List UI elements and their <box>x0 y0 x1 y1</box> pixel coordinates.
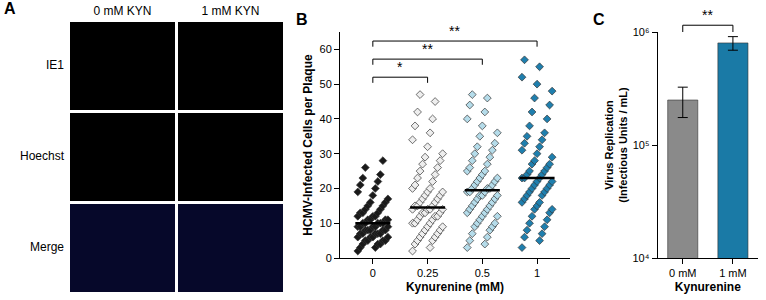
html-text:A: A <box>4 0 16 17</box>
svg-text:*: * <box>397 59 403 75</box>
html-text:IE1: IE1 <box>46 58 64 72</box>
svg-text:10⁵: 10⁵ <box>633 139 650 151</box>
svg-text:0 mM: 0 mM <box>669 267 697 279</box>
svg-text:50: 50 <box>320 78 332 90</box>
svg-text:1 mM: 1 mM <box>719 267 747 279</box>
svg-text:0: 0 <box>326 252 332 264</box>
svg-text:**: ** <box>449 23 460 39</box>
svg-text:10⁴: 10⁴ <box>633 252 650 264</box>
svg-text:60: 60 <box>320 43 332 55</box>
svg-text:Kynurenine: Kynurenine <box>675 280 741 294</box>
svg-text:0.25: 0.25 <box>417 267 438 279</box>
svg-text:Virus Replication(Infectious U: Virus Replication(Infectious Units / mL) <box>603 87 629 203</box>
svg-text:30: 30 <box>320 148 332 160</box>
html-text:0 mM KYN: 0 mM KYN <box>93 4 152 18</box>
svg-text:0.5: 0.5 <box>475 267 490 279</box>
svg-text:Kynurenine (mM): Kynurenine (mM) <box>406 280 504 294</box>
svg-text:B: B <box>296 11 308 28</box>
svg-text:**: ** <box>702 7 713 23</box>
svg-text:10⁶: 10⁶ <box>633 26 650 38</box>
html-text:Hoechst: Hoechst <box>20 149 64 163</box>
svg-text:20: 20 <box>320 182 332 194</box>
svg-text:40: 40 <box>320 113 332 125</box>
svg-text:HCMV-Infected Cells per Plaque: HCMV-Infected Cells per Plaque <box>301 54 315 236</box>
svg-text:C: C <box>593 11 605 28</box>
svg-text:0: 0 <box>370 267 376 279</box>
html-text:1 mM KYN: 1 mM KYN <box>201 4 260 18</box>
svg-text:**: ** <box>422 41 433 57</box>
html-text:Merge: Merge <box>30 240 64 254</box>
svg-text:1: 1 <box>534 267 540 279</box>
svg-text:10: 10 <box>320 217 332 229</box>
